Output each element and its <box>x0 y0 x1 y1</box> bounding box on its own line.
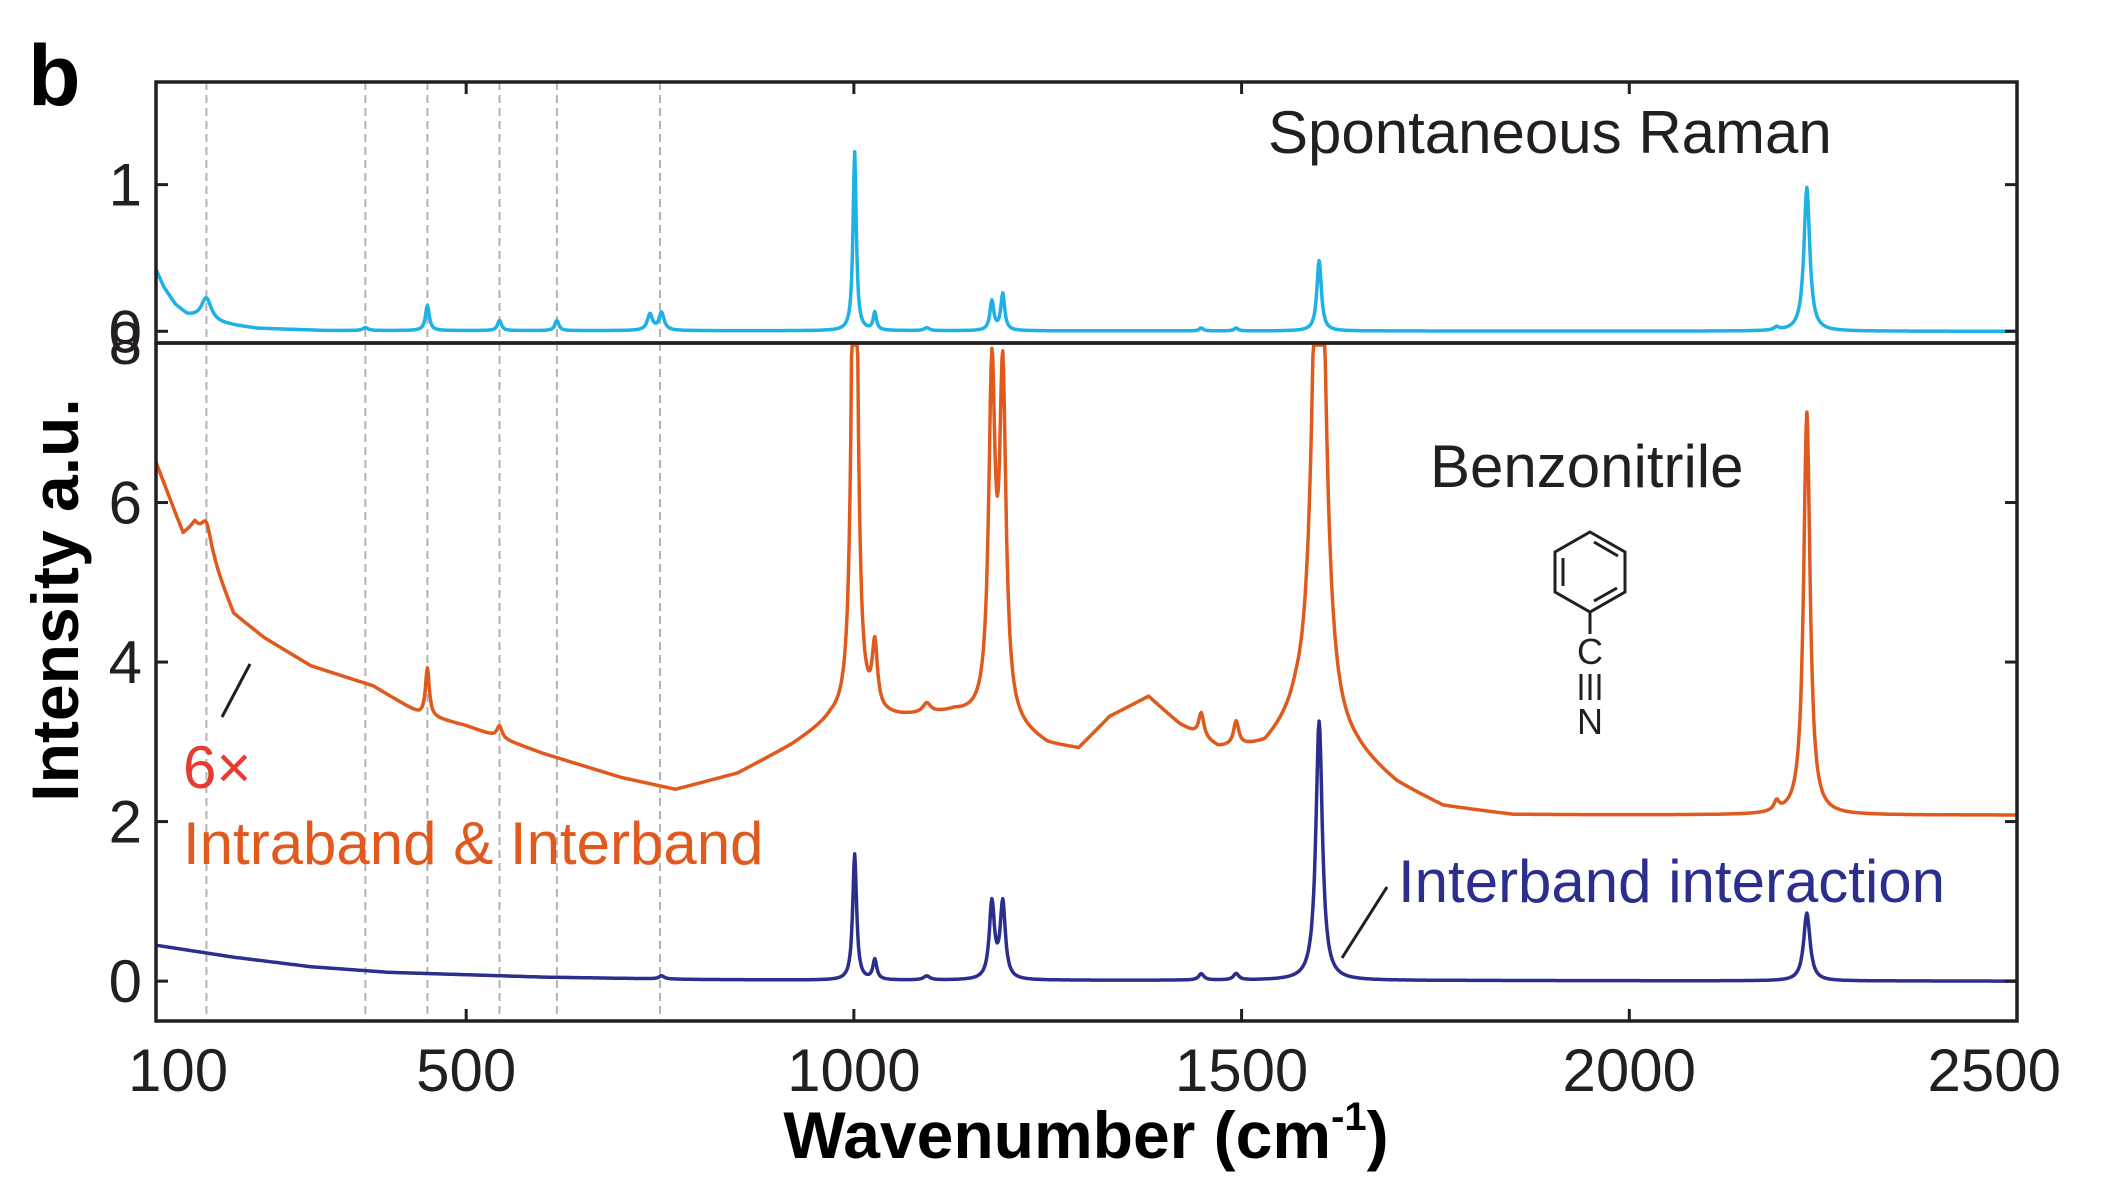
x-tick-label: 500 <box>416 1037 516 1104</box>
y-tick-label: 0 <box>109 298 142 365</box>
carbon-atom-label: C <box>1577 631 1603 672</box>
interband-interaction-label: Interband interaction <box>1398 848 1945 915</box>
x-axis-title: Wavenumber (cm-1) <box>783 1095 1388 1172</box>
nitrogen-atom-label: N <box>1577 701 1603 742</box>
panel-letter: b <box>28 28 81 124</box>
bottom-axis-ticks: 0 2 4 6 8 100 500 1000 1500 2000 2500 <box>109 82 2061 1104</box>
leader-line <box>1340 886 1389 959</box>
bottom-series <box>154 343 2018 983</box>
benzene-ring-icon <box>1553 530 1627 614</box>
x-axis-title-close: ) <box>1367 1098 1389 1172</box>
bottom-panel: 0 2 4 6 8 100 500 1000 1500 2000 2500 Benzonitrile… <box>109 82 2061 1104</box>
x-tick-label: 2500 <box>1928 1037 2061 1104</box>
top-series <box>154 149 2018 333</box>
x-axis-title-main: Wavenumber (cm <box>783 1098 1331 1172</box>
spontaneous-raman-label: Spontaneous Raman <box>1268 99 1832 166</box>
x-tick-label: 1000 <box>787 1037 920 1104</box>
y-tick-label: 2 <box>109 789 142 856</box>
ring-double-bond <box>1593 586 1618 603</box>
y-axis-title: Intensity a.u. <box>18 398 92 801</box>
x-tick-label: 100 <box>128 1037 228 1104</box>
series-line-bottom-1 <box>155 719 2018 983</box>
benzonitrile-structure-icon: C N <box>1553 530 1627 742</box>
y-tick-label: 6 <box>109 470 142 537</box>
ring-double-bond <box>1593 540 1619 558</box>
series-line-raman-0 <box>154 149 2018 333</box>
y-tick-label: 0 <box>109 948 142 1015</box>
reference-lines <box>205 82 662 343</box>
leader-line <box>220 663 252 718</box>
benzonitrile-label: Benzonitrile <box>1430 433 1744 500</box>
bottom-plot-frame <box>154 341 2019 1023</box>
reference-lines <box>205 343 662 1021</box>
top-panel: 01 Spontaneous Raman <box>109 80 2019 365</box>
x-axis-title-superscript: -1 <box>1331 1095 1367 1139</box>
y-tick-label: 8 <box>109 310 142 377</box>
x-tick-label: 1500 <box>1175 1037 1308 1104</box>
intraband-interband-label: Intraband & Interband <box>183 810 763 877</box>
scale-factor-label: 6× <box>183 734 251 801</box>
x-tick-label: 2000 <box>1563 1037 1696 1104</box>
top-axis-ticks: 01 <box>109 152 2017 365</box>
y-tick-label: 1 <box>109 152 142 219</box>
series-line-bottom-0 <box>154 343 2018 817</box>
y-tick-label: 4 <box>109 629 142 696</box>
